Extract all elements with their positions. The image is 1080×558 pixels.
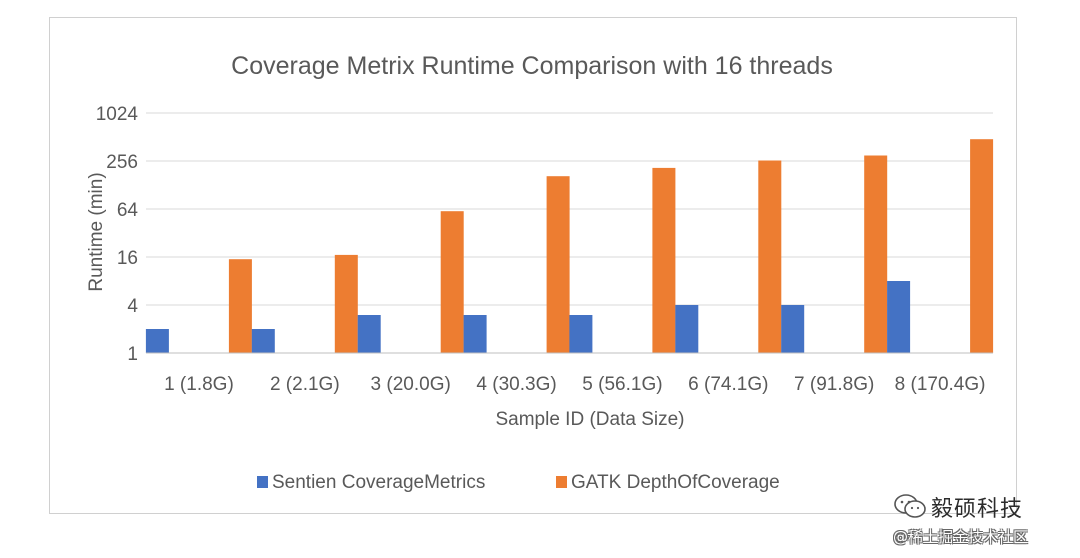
y-tick-label: 16	[117, 248, 138, 269]
legend: Sentien CoverageMetrics GATK DepthOfCover…	[257, 472, 780, 493]
bar-sentien	[357, 315, 381, 353]
chart-title: Coverage Metrix Runtime Comparison with …	[231, 52, 833, 80]
x-tick-label: 2 (2.1G)	[270, 374, 340, 395]
x-tick-label: 4 (30.3G)	[476, 374, 556, 395]
x-tick-label: 1 (1.8G)	[164, 374, 234, 395]
y-axis-ticks: 1 4 16 64 256 1024	[96, 104, 139, 365]
bar-gatk	[334, 254, 358, 353]
legend-swatch	[257, 476, 268, 488]
bars	[145, 139, 994, 353]
bar-gatk	[440, 211, 464, 353]
x-tick-label: 6 (74.1G)	[688, 374, 768, 395]
y-tick-label: 1024	[96, 104, 139, 125]
watermark: 毅硕科技 @稀土掘金技术社区	[883, 488, 1080, 558]
bar-gatk	[652, 167, 676, 353]
bar-gatk	[970, 139, 994, 353]
y-tick-label: 4	[127, 296, 138, 317]
legend-swatch	[556, 476, 567, 488]
x-tick-label: 8 (170.4G)	[895, 374, 986, 395]
y-tick-label: 1	[127, 344, 138, 365]
y-tick-label: 256	[106, 152, 138, 173]
bar-sentien	[887, 281, 911, 353]
y-axis-label: Runtime (min)	[86, 172, 107, 291]
wechat-icon	[894, 494, 926, 518]
bar-gatk	[758, 160, 782, 353]
bar-gatk	[864, 155, 888, 353]
bar-sentien	[569, 315, 593, 353]
bar-sentien	[463, 315, 487, 353]
bar-sentien	[675, 305, 699, 353]
legend-label: Sentien CoverageMetrics	[272, 472, 485, 493]
bar-gatk	[228, 259, 252, 353]
watermark-community: @稀土掘金技术社区	[893, 528, 1029, 546]
bar-sentien	[781, 305, 805, 353]
chart-frame: Coverage Metrix Runtime Comparison with …	[49, 17, 1017, 514]
bar-sentien	[145, 329, 169, 353]
watermark-account-name: 毅硕科技	[931, 497, 1024, 522]
x-tick-label: 7 (91.8G)	[794, 374, 874, 395]
chart-svg: Coverage Metrix Runtime Comparison with …	[86, 52, 994, 493]
bar-gatk	[546, 176, 570, 353]
x-axis-ticks: 1 (1.8G) 2 (2.1G) 3 (20.0G) 4 (30.3G) 5 (56.…	[164, 374, 985, 395]
x-tick-label: 3 (20.0G)	[371, 374, 451, 395]
legend-label: GATK DepthOfCoverage	[571, 472, 780, 493]
y-tick-label: 64	[117, 200, 139, 221]
x-tick-label: 5 (56.1G)	[582, 374, 662, 395]
bar-sentien	[251, 329, 275, 353]
x-axis-label: Sample ID (Data Size)	[495, 409, 684, 430]
